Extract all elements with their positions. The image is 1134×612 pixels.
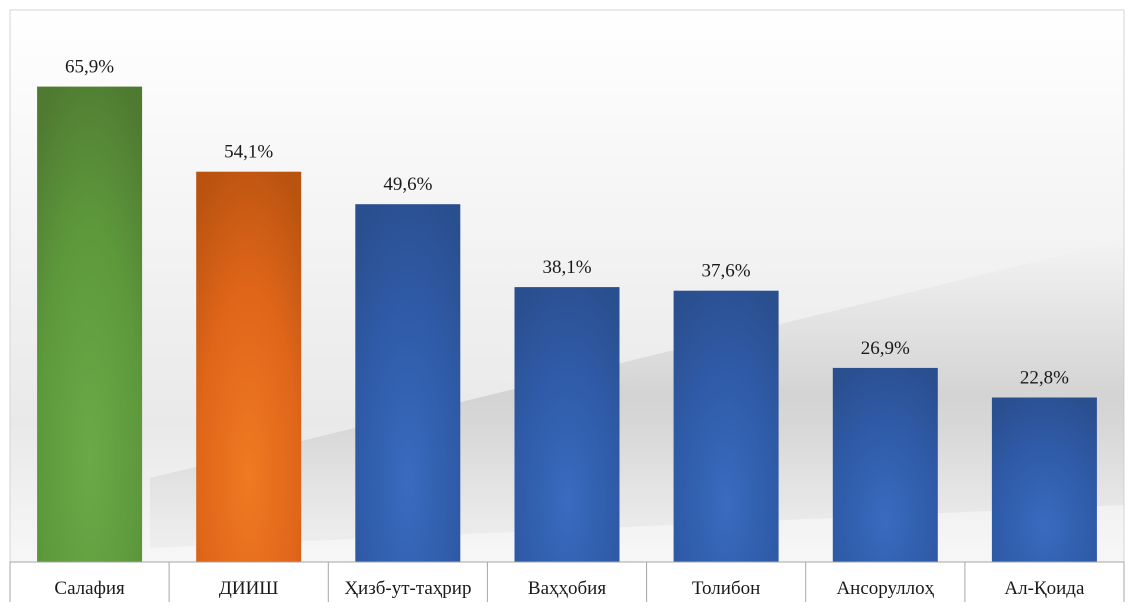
x-tick-label: Салафия: [54, 578, 125, 599]
bar-2: [196, 171, 302, 562]
x-tick-label: Ансоруллоҳ: [836, 578, 934, 599]
x-tick-label: Ваҳҳобия: [528, 578, 606, 599]
x-tick-label: Ҳизб-ут-таҳрир: [344, 578, 471, 599]
bar-1: [37, 86, 143, 562]
x-tick-label: Ал-Қоида: [1004, 578, 1085, 599]
bar-3: [355, 204, 461, 562]
labels-layer: 65,9% Салафия 54,1% ДИИШ 49,6% Ҳизб-ут-таҳрир…: [54, 57, 1085, 599]
bar-value-label: 37,6%: [702, 261, 751, 282]
bar-value-label: 65,9%: [65, 57, 114, 78]
bar-5: [673, 290, 779, 562]
bar-7: [991, 397, 1097, 562]
bar-value-label: 49,6%: [383, 174, 432, 195]
x-tick-label: ДИИШ: [219, 578, 279, 599]
ticks-layer: [9, 562, 1125, 602]
bar-value-label: 38,1%: [542, 257, 591, 278]
bars-layer: [37, 86, 1097, 562]
bar-value-label: 22,8%: [1020, 368, 1069, 389]
bar-value-label: 26,9%: [861, 338, 910, 359]
bar-4: [514, 287, 620, 562]
bar-value-label: 54,1%: [224, 142, 273, 163]
bar-6: [832, 367, 938, 562]
x-tick-label: Толибон: [692, 578, 760, 599]
